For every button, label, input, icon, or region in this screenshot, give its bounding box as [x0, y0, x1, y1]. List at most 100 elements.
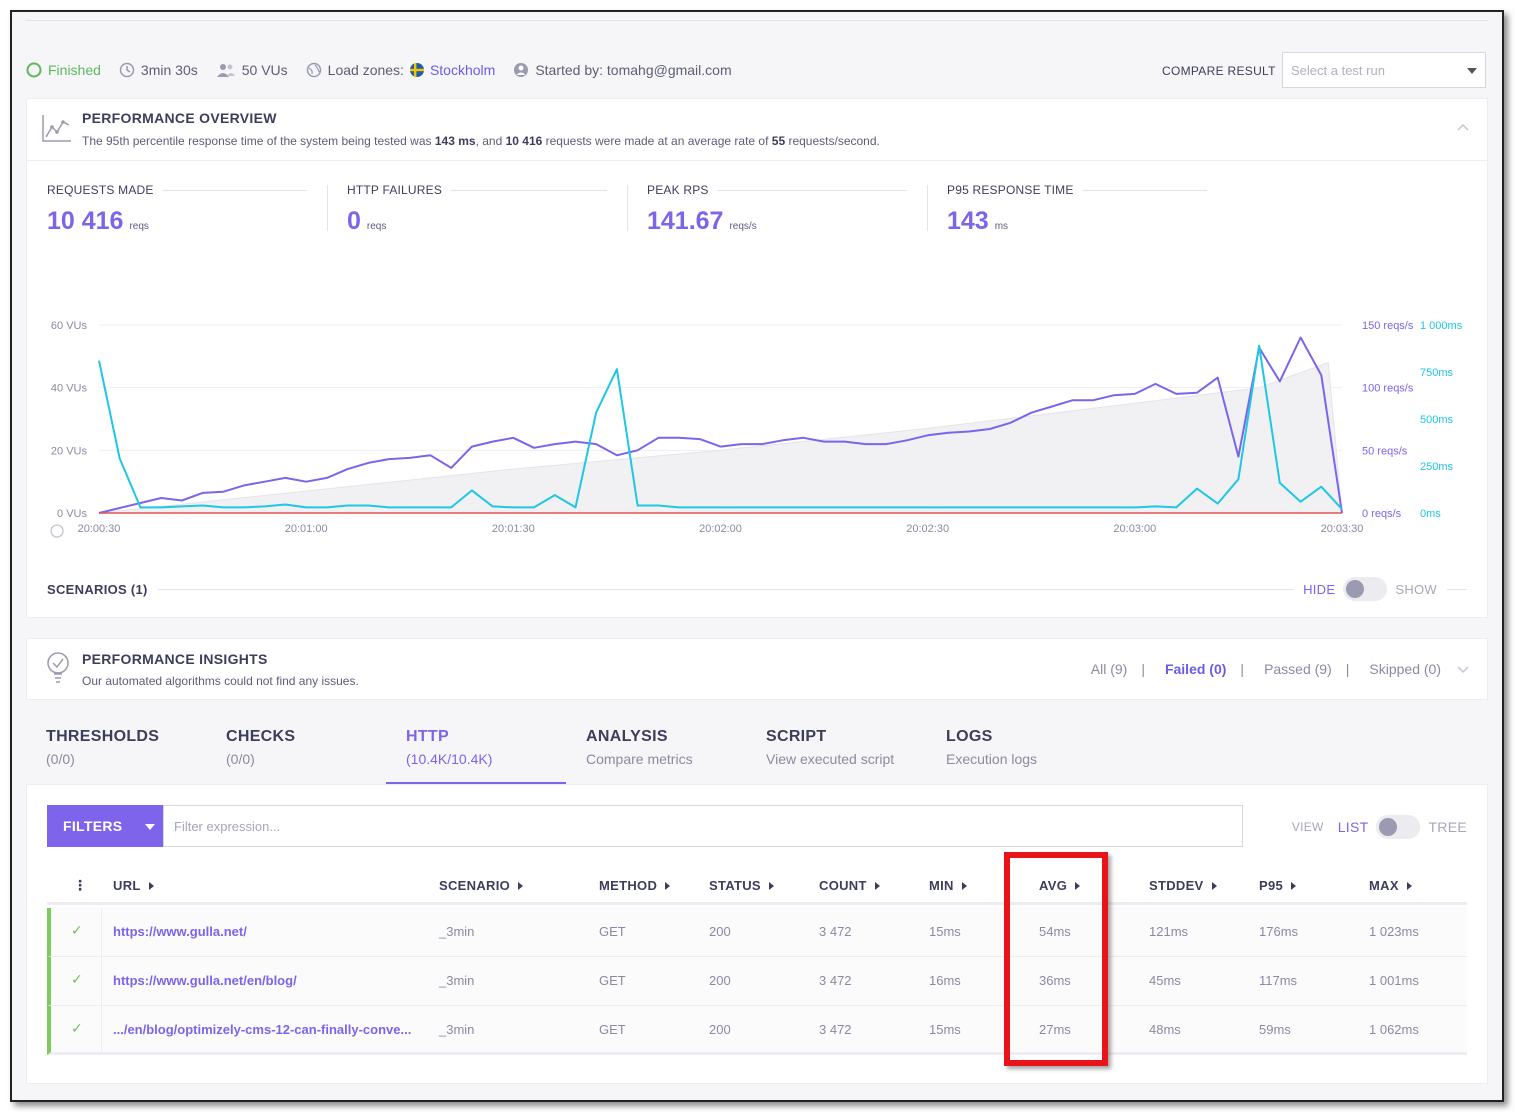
metric-label: REQUESTS MADE — [47, 183, 154, 197]
summary-text-2: , and — [475, 134, 506, 148]
check-icon: ✓ — [71, 922, 83, 938]
tab-title: ANALYSIS — [586, 728, 668, 745]
y-left-tick-label: 40 VUs — [51, 383, 88, 395]
summary-p95: 143 ms — [434, 134, 476, 148]
summary-requests: 10 416 — [505, 134, 543, 148]
vus-label: 50 VUs — [241, 62, 288, 78]
view-switch: VIEW LIST TREE — [1292, 815, 1467, 839]
filter-separator: | — [1240, 661, 1245, 677]
list-view-label[interactable]: LIST — [1337, 819, 1369, 835]
scenarios-toggle[interactable] — [1343, 577, 1388, 601]
column-label: AVG — [1039, 878, 1068, 893]
performance-overview-header[interactable]: PERFORMANCE OVERVIEW The 95th percentile… — [27, 99, 1487, 161]
row-scenario: _3min — [439, 973, 475, 988]
compare-run-select[interactable]: Select a test run — [1282, 52, 1486, 88]
x-tick-label: 20:03:30 — [1321, 523, 1364, 535]
tab-checks[interactable]: CHECKS (0/0) — [206, 718, 386, 784]
row-url-link[interactable]: https://www.gulla.net/ — [113, 924, 247, 939]
tab-logs[interactable]: LOGS Execution logs — [926, 718, 1106, 784]
column-options-icon[interactable]: ⋮ — [73, 877, 87, 893]
chevron-up-icon[interactable] — [1457, 123, 1469, 131]
column-label: METHOD — [599, 878, 658, 893]
show-label[interactable]: SHOW — [1395, 581, 1437, 597]
user-icon — [514, 63, 529, 77]
column-count[interactable]: COUNT — [819, 878, 880, 893]
metric-value: 10 416 — [47, 207, 124, 235]
filter-separator: | — [1141, 661, 1145, 677]
tab-script[interactable]: SCRIPT View executed script — [746, 718, 926, 784]
column-method[interactable]: METHOD — [599, 878, 671, 893]
table-row[interactable]: ✓ .../en/blog/optimizely-cms-12-can-fina… — [47, 1006, 1467, 1055]
y-rps-tick-label: 0 reqs/s — [1362, 508, 1402, 520]
tab-subtitle: (0/0) — [226, 751, 255, 767]
compare-select-placeholder: Select a test run — [1291, 63, 1385, 78]
column-label: SCENARIO — [439, 878, 511, 893]
tab-thresholds[interactable]: THRESHOLDS (0/0) — [26, 718, 206, 784]
filter-skipped[interactable]: Skipped (0) — [1369, 661, 1441, 677]
sort-arrow-icon — [961, 882, 967, 890]
test-status-bar: Finished 3min 30s 50 VUs Load zones: Sto… — [26, 57, 1488, 83]
row-count: 3 472 — [819, 973, 852, 988]
row-count: 3 472 — [819, 1022, 852, 1037]
filter-passed[interactable]: Passed (9) — [1264, 661, 1332, 677]
column-status[interactable]: STATUS — [709, 878, 774, 893]
result-tabs: THRESHOLDS (0/0) CHECKS (0/0) HTTP (10.4… — [26, 718, 1488, 784]
scenarios-divider — [157, 588, 1294, 590]
table-row[interactable]: ✓ https://www.gulla.net/ _3min GET 200 3… — [47, 908, 1467, 957]
y-ms-tick-label: 250ms — [1420, 461, 1454, 473]
column-p95[interactable]: P95 — [1259, 878, 1297, 893]
filter-all[interactable]: All (9) — [1090, 661, 1128, 677]
column-url[interactable]: URL — [113, 878, 154, 893]
table-row[interactable]: ✓ https://www.gulla.net/en/blog/ _3min G… — [47, 957, 1467, 1006]
filter-failed[interactable]: Failed (0) — [1164, 661, 1227, 677]
metric-divider — [627, 185, 628, 231]
view-toggle[interactable] — [1376, 815, 1421, 839]
y-left-tick-label: 20 VUs — [51, 445, 88, 457]
row-stddev: 48ms — [1149, 1022, 1181, 1037]
tree-view-label[interactable]: TREE — [1428, 819, 1467, 835]
users-icon — [216, 64, 235, 77]
x-tick-label: 20:01:30 — [492, 523, 535, 535]
column-avg[interactable]: AVG — [1039, 878, 1081, 893]
app-window: Finished 3min 30s 50 VUs Load zones: Sto… — [10, 10, 1504, 1102]
tab-title: THRESHOLDS — [46, 728, 160, 745]
series-vus-area — [98, 361, 1343, 514]
tab-analysis[interactable]: ANALYSIS Compare metrics — [566, 718, 746, 784]
performance-insights-card[interactable]: PERFORMANCE INSIGHTS Our automated algor… — [26, 638, 1488, 700]
clock-icon — [119, 62, 135, 78]
column-min[interactable]: MIN — [929, 878, 967, 893]
performance-chart[interactable]: 0 VUs 20 VUs 40 VUs 60 VUs 0 reqs/s 50 reqs/s… — [27, 299, 1487, 549]
started-by: Started by: tomahg@gmail.com — [513, 62, 732, 78]
row-avg: 36ms — [1039, 973, 1071, 988]
filters-label: FILTERS — [63, 818, 123, 834]
row-url-link[interactable]: https://www.gulla.net/en/blog/ — [113, 973, 297, 988]
metric-unit: reqs — [366, 221, 387, 232]
row-url-link[interactable]: .../en/blog/optimizely-cms-12-can-finall… — [113, 1022, 412, 1037]
row-status: 200 — [709, 924, 731, 939]
sort-arrow-icon — [665, 882, 671, 890]
time-axis-clock-icon — [50, 524, 64, 538]
hide-label[interactable]: HIDE — [1303, 581, 1336, 597]
row-stddev: 121ms — [1149, 924, 1189, 939]
chevron-down-icon[interactable] — [1457, 666, 1469, 674]
row-count: 3 472 — [819, 924, 852, 939]
tab-http[interactable]: HTTP (10.4K/10.4K) — [386, 718, 566, 784]
column-scenario[interactable]: SCENARIO — [439, 878, 524, 893]
filter-expression-input[interactable]: Filter expression... — [163, 805, 1243, 847]
virtual-users: 50 VUs — [216, 62, 288, 78]
row-max: 1 001ms — [1369, 973, 1419, 988]
column-label: COUNT — [819, 878, 867, 893]
load-zone-link[interactable]: Stockholm — [429, 62, 496, 78]
summary-text-1: The 95th percentile response time of the… — [82, 134, 435, 148]
avg-column-highlight-box — [1004, 852, 1108, 1066]
column-max[interactable]: MAX — [1369, 878, 1412, 893]
column-stddev[interactable]: STDDEV — [1149, 878, 1217, 893]
y-rps-tick-label: 150 reqs/s — [1362, 320, 1414, 332]
summary-text-4: requests/second. — [785, 134, 880, 148]
sort-arrow-icon — [1406, 882, 1412, 890]
metric-p95-response-time: P95 RESPONSE TIME 143 ms — [947, 183, 1207, 236]
filters-button[interactable]: FILTERS — [47, 805, 163, 847]
row-min: 15ms — [929, 924, 961, 939]
series-response-time-line — [98, 344, 1343, 510]
row-scenario: _3min — [439, 1022, 475, 1037]
